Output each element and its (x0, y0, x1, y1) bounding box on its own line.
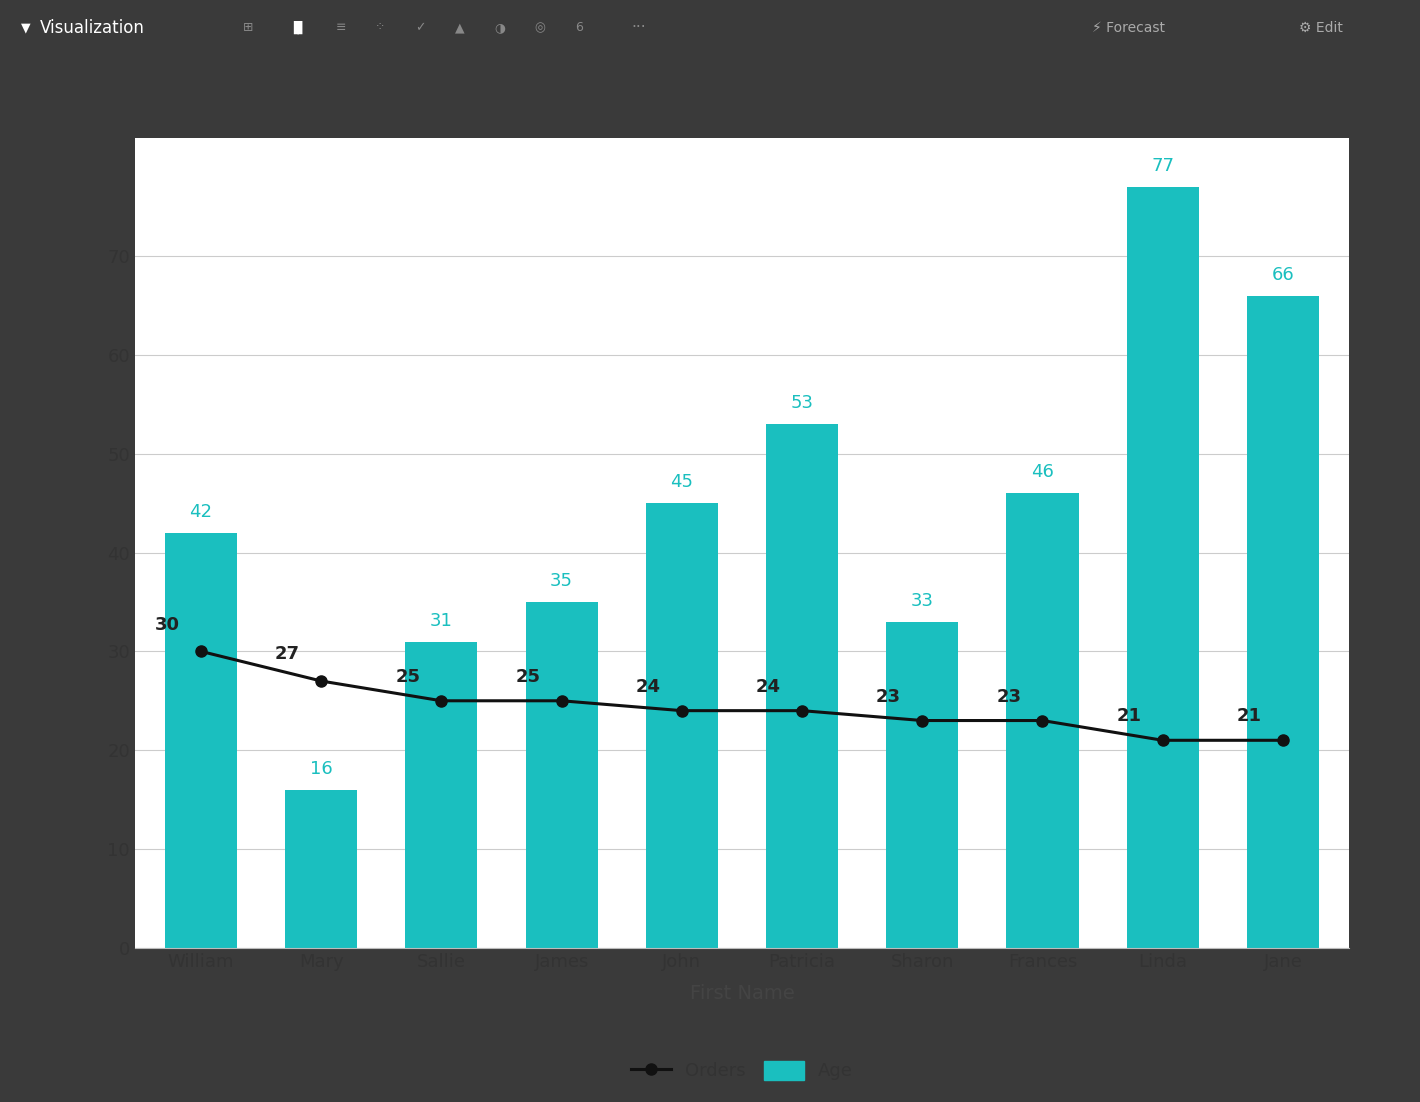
Text: 31: 31 (430, 612, 453, 629)
Bar (285, 790, 358, 948)
Text: 77: 77 (1152, 158, 1174, 175)
Bar (1126, 187, 1198, 948)
Text: Visualization: Visualization (40, 19, 145, 36)
Text: ⚙ Edit: ⚙ Edit (1299, 21, 1342, 34)
Bar (765, 424, 838, 948)
Bar (165, 533, 237, 948)
Text: ⚡ Forecast: ⚡ Forecast (1092, 21, 1166, 34)
Text: ▼: ▼ (21, 21, 31, 34)
Bar (1007, 494, 1079, 948)
Bar (886, 622, 959, 948)
Text: 24: 24 (755, 678, 781, 695)
Text: 33: 33 (910, 592, 934, 609)
Text: 25: 25 (395, 668, 420, 685)
Text: 30: 30 (155, 616, 180, 634)
Text: ▲: ▲ (456, 21, 464, 34)
Legend: Orders, Age: Orders, Age (630, 1061, 853, 1080)
Bar (1247, 295, 1319, 948)
Text: 46: 46 (1031, 464, 1054, 482)
Text: 21: 21 (1116, 707, 1142, 725)
Text: 6: 6 (575, 21, 584, 34)
Text: ◑: ◑ (494, 21, 506, 34)
Text: 35: 35 (550, 572, 574, 591)
Text: 21: 21 (1237, 707, 1262, 725)
X-axis label: First Name: First Name (690, 984, 794, 1004)
Text: ✓: ✓ (415, 21, 426, 34)
Bar (525, 602, 598, 948)
Text: 25: 25 (515, 668, 541, 685)
Text: ···: ··· (632, 20, 646, 35)
Text: 27: 27 (275, 646, 300, 663)
Text: 16: 16 (310, 759, 332, 778)
Text: ⁘: ⁘ (375, 21, 386, 34)
Text: ⊞: ⊞ (243, 21, 254, 34)
Text: ≡: ≡ (335, 21, 346, 34)
Bar (405, 641, 477, 948)
Text: 66: 66 (1271, 266, 1294, 284)
Text: ▐▌: ▐▌ (288, 21, 308, 34)
Text: 24: 24 (636, 678, 660, 695)
Text: 42: 42 (189, 503, 213, 521)
Text: 23: 23 (876, 688, 902, 705)
Text: 53: 53 (791, 395, 814, 412)
Bar (646, 504, 719, 948)
Text: 45: 45 (670, 474, 693, 491)
Text: ◎: ◎ (534, 21, 545, 34)
Text: 23: 23 (997, 688, 1021, 705)
